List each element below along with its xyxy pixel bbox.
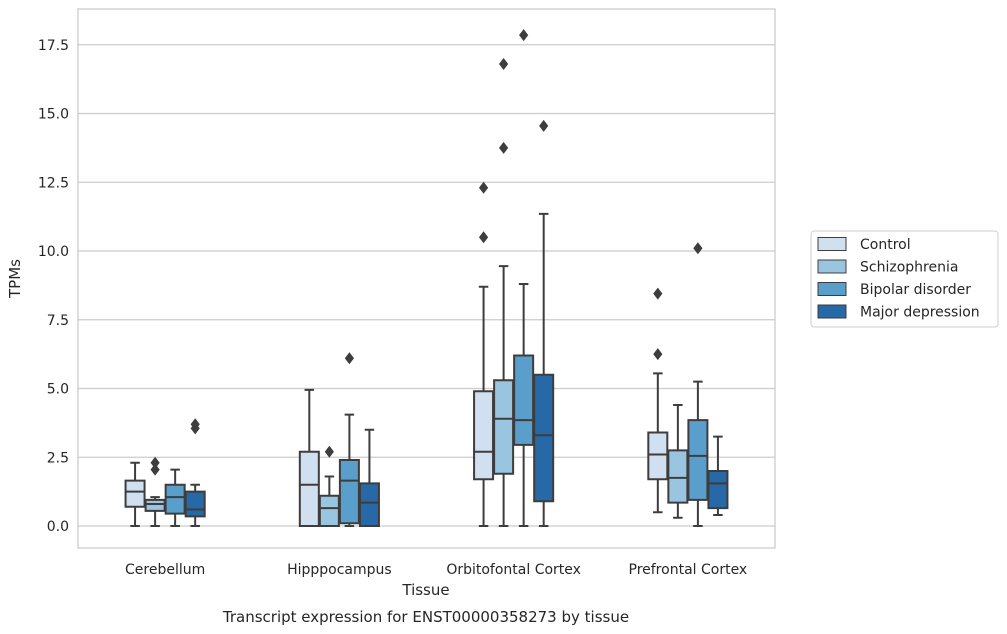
box-3-1 (358, 428, 380, 527)
box-3-3 (707, 435, 729, 516)
box-body (533, 373, 555, 503)
y-tick-label: 17.5 (38, 38, 69, 54)
legend-label: Major depression (860, 305, 980, 321)
legend-swatch (817, 237, 847, 251)
box-body (667, 449, 689, 504)
outlier-point (478, 181, 489, 194)
y-tick-label: 7.5 (47, 313, 69, 329)
y-tick-label: 0.0 (47, 519, 69, 535)
box-body (144, 498, 166, 512)
outlier-point (499, 141, 509, 154)
box-body (707, 470, 729, 510)
legend-label: Bipolar disorder (860, 282, 971, 298)
legend-label: Schizophrenia (860, 260, 958, 276)
y-tick-label: 15.0 (38, 107, 69, 123)
box-1-2 (493, 58, 515, 527)
box-body (687, 419, 709, 501)
legend-swatch (817, 304, 847, 319)
box-0-1 (298, 388, 320, 527)
box-body (124, 479, 146, 508)
boxes (124, 29, 729, 527)
box-body (298, 450, 320, 527)
box-body (164, 483, 186, 515)
box-2-0 (164, 468, 186, 527)
chart-caption: Transcript expression for ENST0000035827… (222, 608, 629, 626)
y-tick-label: 12.5 (38, 175, 69, 191)
x-tick-label: Cerebellum (125, 562, 205, 578)
legend-swatch (817, 282, 847, 296)
legend: Control Schizophrenia Bipolar disorder Majo… (810, 230, 999, 328)
outlier-point (499, 58, 509, 70)
y-tick-label: 2.5 (47, 450, 69, 466)
box-body (513, 354, 535, 446)
outlier-point (693, 242, 703, 255)
legend-swatch (817, 259, 847, 274)
outlier-point (344, 352, 354, 365)
box-2-2 (513, 29, 535, 527)
box-3-0 (184, 418, 206, 527)
box-2-3 (687, 242, 709, 527)
outlier-point (150, 463, 160, 476)
x-axis-ticks: Cerebellum Hipppocampus Orbitofontal Corte… (125, 562, 747, 578)
outlier-point (478, 231, 489, 244)
outlier-point (539, 119, 549, 132)
outlier-point (519, 29, 529, 42)
box-body (338, 459, 360, 525)
box-body (184, 490, 206, 518)
box-2-1 (338, 352, 360, 527)
box-0-0 (124, 461, 146, 527)
y-axis-label: TPMs (6, 259, 24, 299)
x-tick-label: Orbitofontal Cortex (446, 562, 581, 578)
legend-label: Control (860, 237, 911, 253)
x-axis-label: Tissue (401, 581, 449, 599)
outlier-point (324, 445, 334, 458)
y-tick-label: 5.0 (47, 382, 69, 398)
box-1-0 (144, 456, 166, 527)
box-body (473, 390, 495, 481)
box-0-3 (647, 287, 669, 514)
y-tick-label: 10.0 (38, 244, 69, 260)
legend-frame (810, 230, 999, 328)
outlier-point (150, 456, 160, 469)
x-tick-label: Hipppocampus (287, 562, 392, 578)
y-axis-ticks: 0.0 2.5 5.0 7.5 10.0 12.5 15.0 17.5 (38, 38, 69, 535)
box-0-2 (473, 181, 495, 527)
box-body (318, 494, 340, 527)
box-body (493, 379, 515, 475)
box-1-1 (318, 445, 340, 527)
outlier-point (190, 418, 200, 431)
box-body (358, 482, 380, 527)
outlier-point (653, 287, 663, 300)
outlier-point (653, 348, 663, 361)
box-body (647, 431, 669, 481)
box-1-3 (667, 404, 689, 519)
x-tick-label: Prefrontal Cortex (629, 562, 748, 578)
plot-frame (77, 8, 776, 549)
box-3-2 (533, 119, 555, 527)
